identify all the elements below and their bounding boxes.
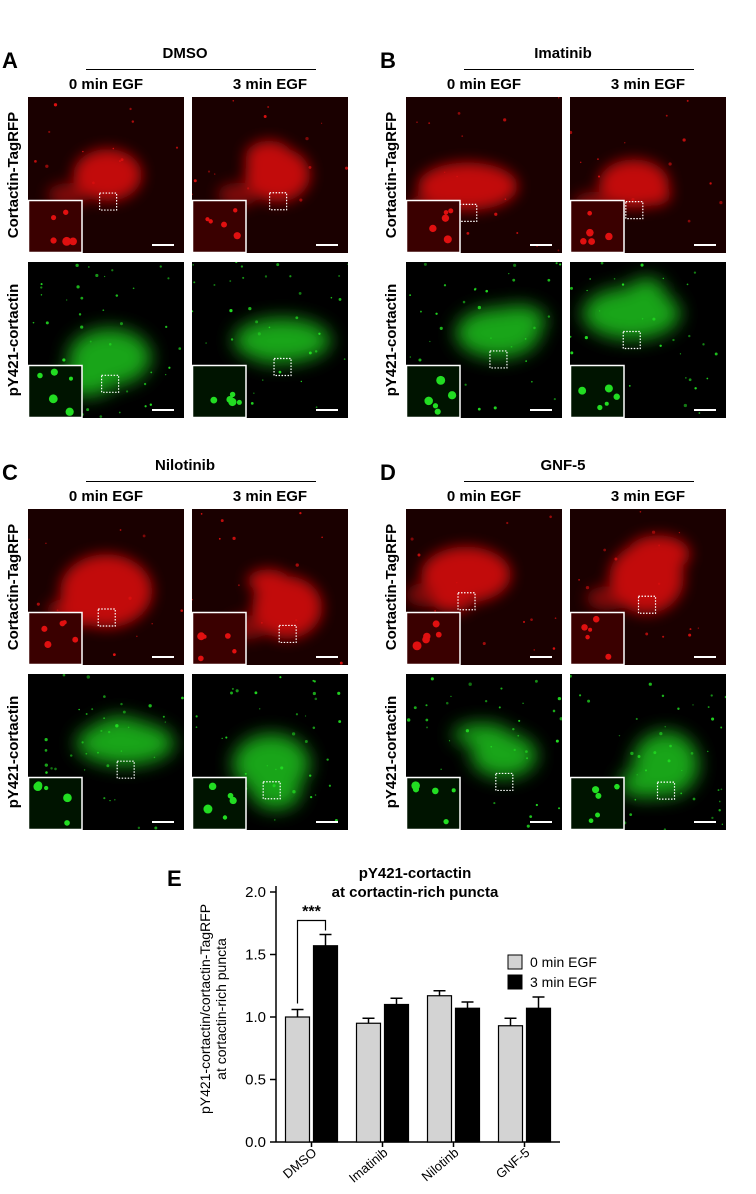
column-label: 3 min EGF: [232, 488, 308, 505]
row-label: pY421-cortactin: [383, 695, 400, 809]
py421-cortactin-image: [28, 674, 184, 830]
legend-label: 3 min EGF: [530, 974, 597, 990]
bar-nilotinb-0min: [426, 995, 453, 1143]
significance-label: ***: [302, 904, 321, 921]
panel-letter-b: B: [380, 48, 396, 73]
row-label: Cortactin-TagRFP: [383, 111, 400, 239]
chart-title: pY421-cortactin: [359, 865, 472, 882]
x-tick-label: Imatinib: [346, 1145, 391, 1186]
py421-cortactin-image: [192, 262, 348, 418]
row-label: pY421-cortactin: [383, 283, 400, 397]
y-tick-label: 1.0: [245, 1009, 266, 1026]
chart-title: at cortactin-rich puncta: [332, 884, 499, 901]
y-tick-label: 2.0: [245, 884, 266, 901]
py421-cortactin-image: [406, 262, 562, 418]
row-label: Cortactin-TagRFP: [5, 523, 22, 651]
x-tick-label: GNF-5: [493, 1145, 533, 1182]
column-label: 0 min EGF: [446, 488, 522, 505]
legend-swatch: [507, 954, 523, 970]
y-axis-label: pY421-cortactin/cortactin-TagRFP: [197, 904, 213, 1114]
y-tick-label: 0.0: [245, 1134, 266, 1151]
row-label: pY421-cortactin: [5, 695, 22, 809]
treatment-label: Imatinib: [534, 45, 592, 62]
y-tick-label: 1.5: [245, 947, 266, 964]
column-label: 3 min EGF: [232, 76, 308, 93]
x-tick-label: Nilotinb: [419, 1145, 462, 1184]
cortactin-tagrfp-image: [406, 97, 562, 253]
py421-cortactin-image: [192, 674, 348, 830]
column-label: 3 min EGF: [610, 488, 686, 505]
py421-cortactin-image: [406, 674, 562, 830]
column-label: 0 min EGF: [68, 76, 144, 93]
py421-cortactin-image: [28, 262, 184, 418]
bar-dmso-0min: [284, 1016, 311, 1143]
bar-gnf-5-0min: [497, 1025, 524, 1143]
panel-letter-c: C: [2, 460, 18, 485]
treatment-label: DMSO: [162, 45, 208, 62]
cortactin-tagrfp-image: [28, 97, 184, 253]
py421-cortactin-image: [570, 674, 726, 830]
legend-swatch: [507, 974, 523, 990]
legend-label: 0 min EGF: [530, 954, 597, 970]
row-label: Cortactin-TagRFP: [383, 523, 400, 651]
cortactin-tagrfp-image: [192, 509, 348, 665]
y-axis-label: at cortactin-rich puncta: [213, 938, 229, 1080]
row-label: pY421-cortactin: [5, 283, 22, 397]
column-label: 3 min EGF: [610, 76, 686, 93]
y-tick-label: 0.5: [245, 1072, 266, 1089]
treatment-label: GNF-5: [540, 457, 586, 474]
cortactin-tagrfp-image: [570, 509, 726, 665]
column-label: 0 min EGF: [446, 76, 522, 93]
row-label: Cortactin-TagRFP: [5, 111, 22, 239]
significance-bracket: [296, 919, 327, 1004]
column-label: 0 min EGF: [68, 488, 144, 505]
treatment-underline: [86, 69, 316, 70]
bar-imatinib-0min: [355, 1022, 382, 1143]
cortactin-tagrfp-image: [28, 509, 184, 665]
bar-imatinib-3min: [383, 1003, 410, 1143]
panel-letter-a: A: [2, 48, 18, 73]
treatment-underline: [464, 69, 694, 70]
x-tick-label: DMSO: [280, 1145, 320, 1182]
bar-gnf-5-3min: [525, 1007, 552, 1143]
py421-cortactin-image: [570, 262, 726, 418]
bar-nilotinb-3min: [454, 1007, 481, 1143]
treatment-underline: [464, 481, 694, 482]
cortactin-tagrfp-image: [570, 97, 726, 253]
panel-letter-e: E: [167, 866, 182, 891]
panel-letter-d: D: [380, 460, 396, 485]
cortactin-tagrfp-image: [192, 97, 348, 253]
cortactin-tagrfp-image: [406, 509, 562, 665]
treatment-label: Nilotinib: [155, 457, 215, 474]
treatment-underline: [86, 481, 316, 482]
bar-dmso-3min: [312, 945, 339, 1143]
